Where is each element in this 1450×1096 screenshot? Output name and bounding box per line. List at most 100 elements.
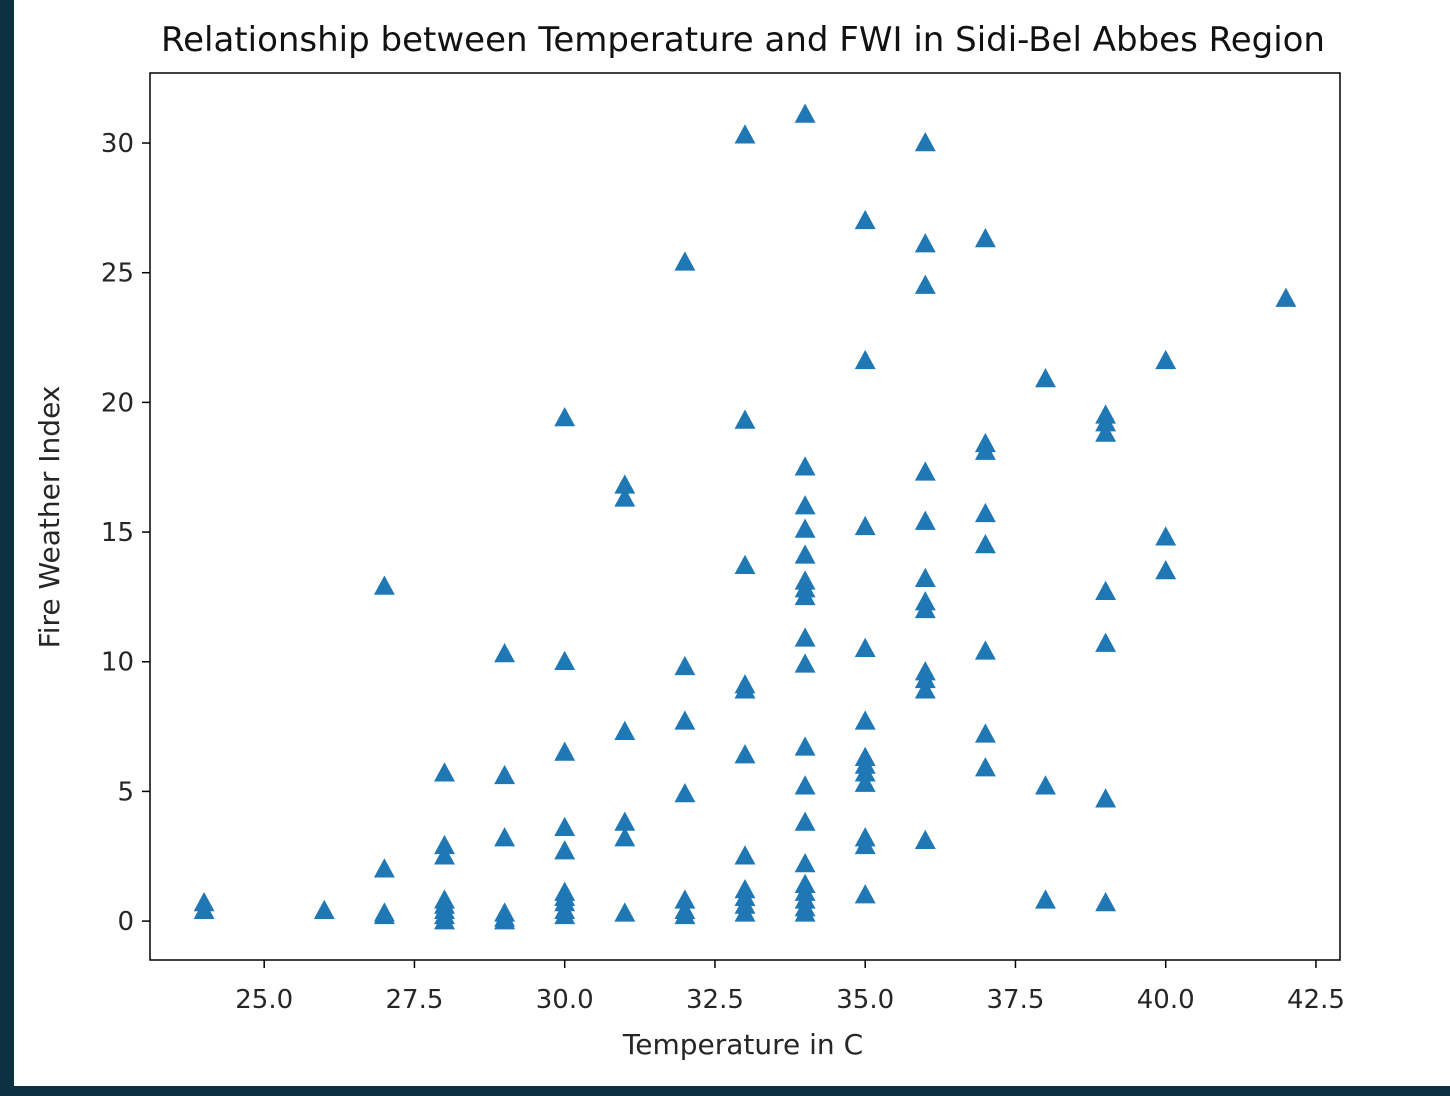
data-point-triangle [914, 274, 936, 294]
y-tick-label: 20 [101, 388, 134, 418]
data-point-triangle [1155, 559, 1177, 580]
data-point-triangle [974, 502, 996, 523]
data-point-triangle [614, 827, 636, 847]
data-point-triangle [854, 772, 876, 792]
data-point-triangle [373, 858, 395, 878]
data-point-triangle [193, 891, 215, 912]
data-point-triangle [554, 650, 576, 670]
scatter-markers [193, 103, 1297, 930]
y-tick-label: 30 [101, 129, 134, 159]
x-tick-label: 42.5 [1287, 985, 1345, 1015]
data-point-triangle [794, 518, 816, 538]
data-point-triangle [794, 103, 816, 123]
x-axis-ticks: 25.0 27.5 30.0 32.5 35.0 37.5 40.0 42.5 [235, 960, 1345, 1015]
data-point-triangle [1035, 889, 1056, 909]
data-point-triangle [914, 829, 936, 849]
data-point-triangle [1095, 404, 1117, 424]
data-point-triangle [1095, 580, 1117, 600]
data-point-triangle [674, 251, 696, 271]
data-point-triangle [734, 124, 756, 144]
data-point-triangle [914, 510, 936, 530]
data-point-triangle [854, 637, 876, 658]
data-point-triangle [674, 899, 696, 919]
x-tick-label: 37.5 [987, 985, 1045, 1015]
data-point-triangle [734, 744, 756, 764]
data-point-triangle [914, 591, 936, 611]
data-point-triangle [554, 741, 576, 761]
data-point-triangle [854, 710, 876, 730]
data-point-triangle [494, 827, 516, 847]
data-point-triangle [434, 845, 455, 865]
data-point-triangle [794, 544, 816, 564]
y-tick-label: 5 [117, 777, 134, 807]
data-point-triangle [554, 406, 576, 427]
data-point-triangle [614, 720, 636, 741]
data-point-triangle [373, 575, 395, 595]
data-point-triangle [914, 132, 936, 152]
data-point-triangle [1155, 526, 1177, 546]
data-point-triangle [313, 899, 335, 919]
data-point-triangle [794, 653, 816, 673]
data-point-triangle [1155, 349, 1177, 370]
data-point-triangle [854, 746, 876, 766]
data-point-triangle [674, 710, 696, 730]
data-point-triangle [1095, 891, 1117, 912]
x-tick-label: 32.5 [686, 985, 744, 1015]
data-point-triangle [674, 783, 696, 803]
data-point-triangle [554, 881, 576, 901]
x-tick-label: 40.0 [1137, 985, 1195, 1015]
y-axis-label: Fire Weather Index [33, 386, 66, 649]
x-tick-label: 25.0 [235, 985, 293, 1015]
data-point-triangle [914, 461, 936, 481]
data-point-triangle [794, 570, 816, 590]
data-point-triangle [974, 227, 996, 248]
data-point-triangle [854, 827, 876, 847]
data-point-triangle [914, 233, 936, 253]
data-point-triangle [854, 209, 876, 230]
y-axis-ticks: 0 5 10 15 20 25 30 [101, 129, 150, 937]
data-point-triangle [794, 873, 816, 894]
data-point-triangle [434, 762, 455, 782]
data-point-triangle [554, 840, 576, 860]
data-point-triangle [494, 642, 516, 663]
data-point-triangle [974, 723, 996, 743]
data-point-triangle [794, 495, 816, 515]
data-point-triangle [614, 902, 636, 922]
x-axis-label: Temperature in C [622, 1028, 863, 1061]
data-point-triangle [1095, 632, 1117, 652]
data-point-triangle [674, 655, 696, 676]
data-point-triangle [674, 889, 696, 909]
chart-title: Relationship between Temperature and FWI… [161, 20, 1325, 60]
data-point-triangle [734, 554, 756, 575]
y-tick-label: 15 [101, 518, 134, 548]
data-point-triangle [974, 534, 996, 554]
data-point-triangle [974, 757, 996, 777]
data-point-triangle [794, 456, 816, 476]
data-point-triangle [554, 816, 576, 836]
y-tick-label: 0 [117, 907, 134, 937]
x-tick-label: 30.0 [536, 985, 594, 1015]
data-point-triangle [794, 775, 816, 795]
data-point-triangle [914, 679, 936, 699]
data-point-triangle [373, 902, 395, 922]
data-point-triangle [734, 845, 756, 865]
data-point-triangle [1095, 788, 1117, 808]
data-point-triangle [794, 736, 816, 756]
data-point-triangle [854, 515, 876, 536]
data-point-triangle [914, 567, 936, 587]
data-point-triangle [734, 878, 756, 899]
plot-area-border [149, 72, 1341, 961]
data-point-triangle [1275, 287, 1297, 307]
x-tick-label: 35.0 [836, 985, 894, 1015]
data-point-triangle [1035, 775, 1056, 795]
data-point-triangle [434, 889, 455, 909]
data-point-triangle [794, 811, 816, 831]
data-point-triangle [1035, 368, 1056, 388]
data-point-triangle [434, 834, 455, 855]
data-point-triangle [914, 661, 936, 681]
data-point-triangle [794, 853, 816, 873]
data-point-triangle [734, 409, 756, 429]
data-point-triangle [614, 487, 636, 507]
x-tick-label: 27.5 [385, 985, 443, 1015]
data-point-triangle [734, 674, 756, 694]
